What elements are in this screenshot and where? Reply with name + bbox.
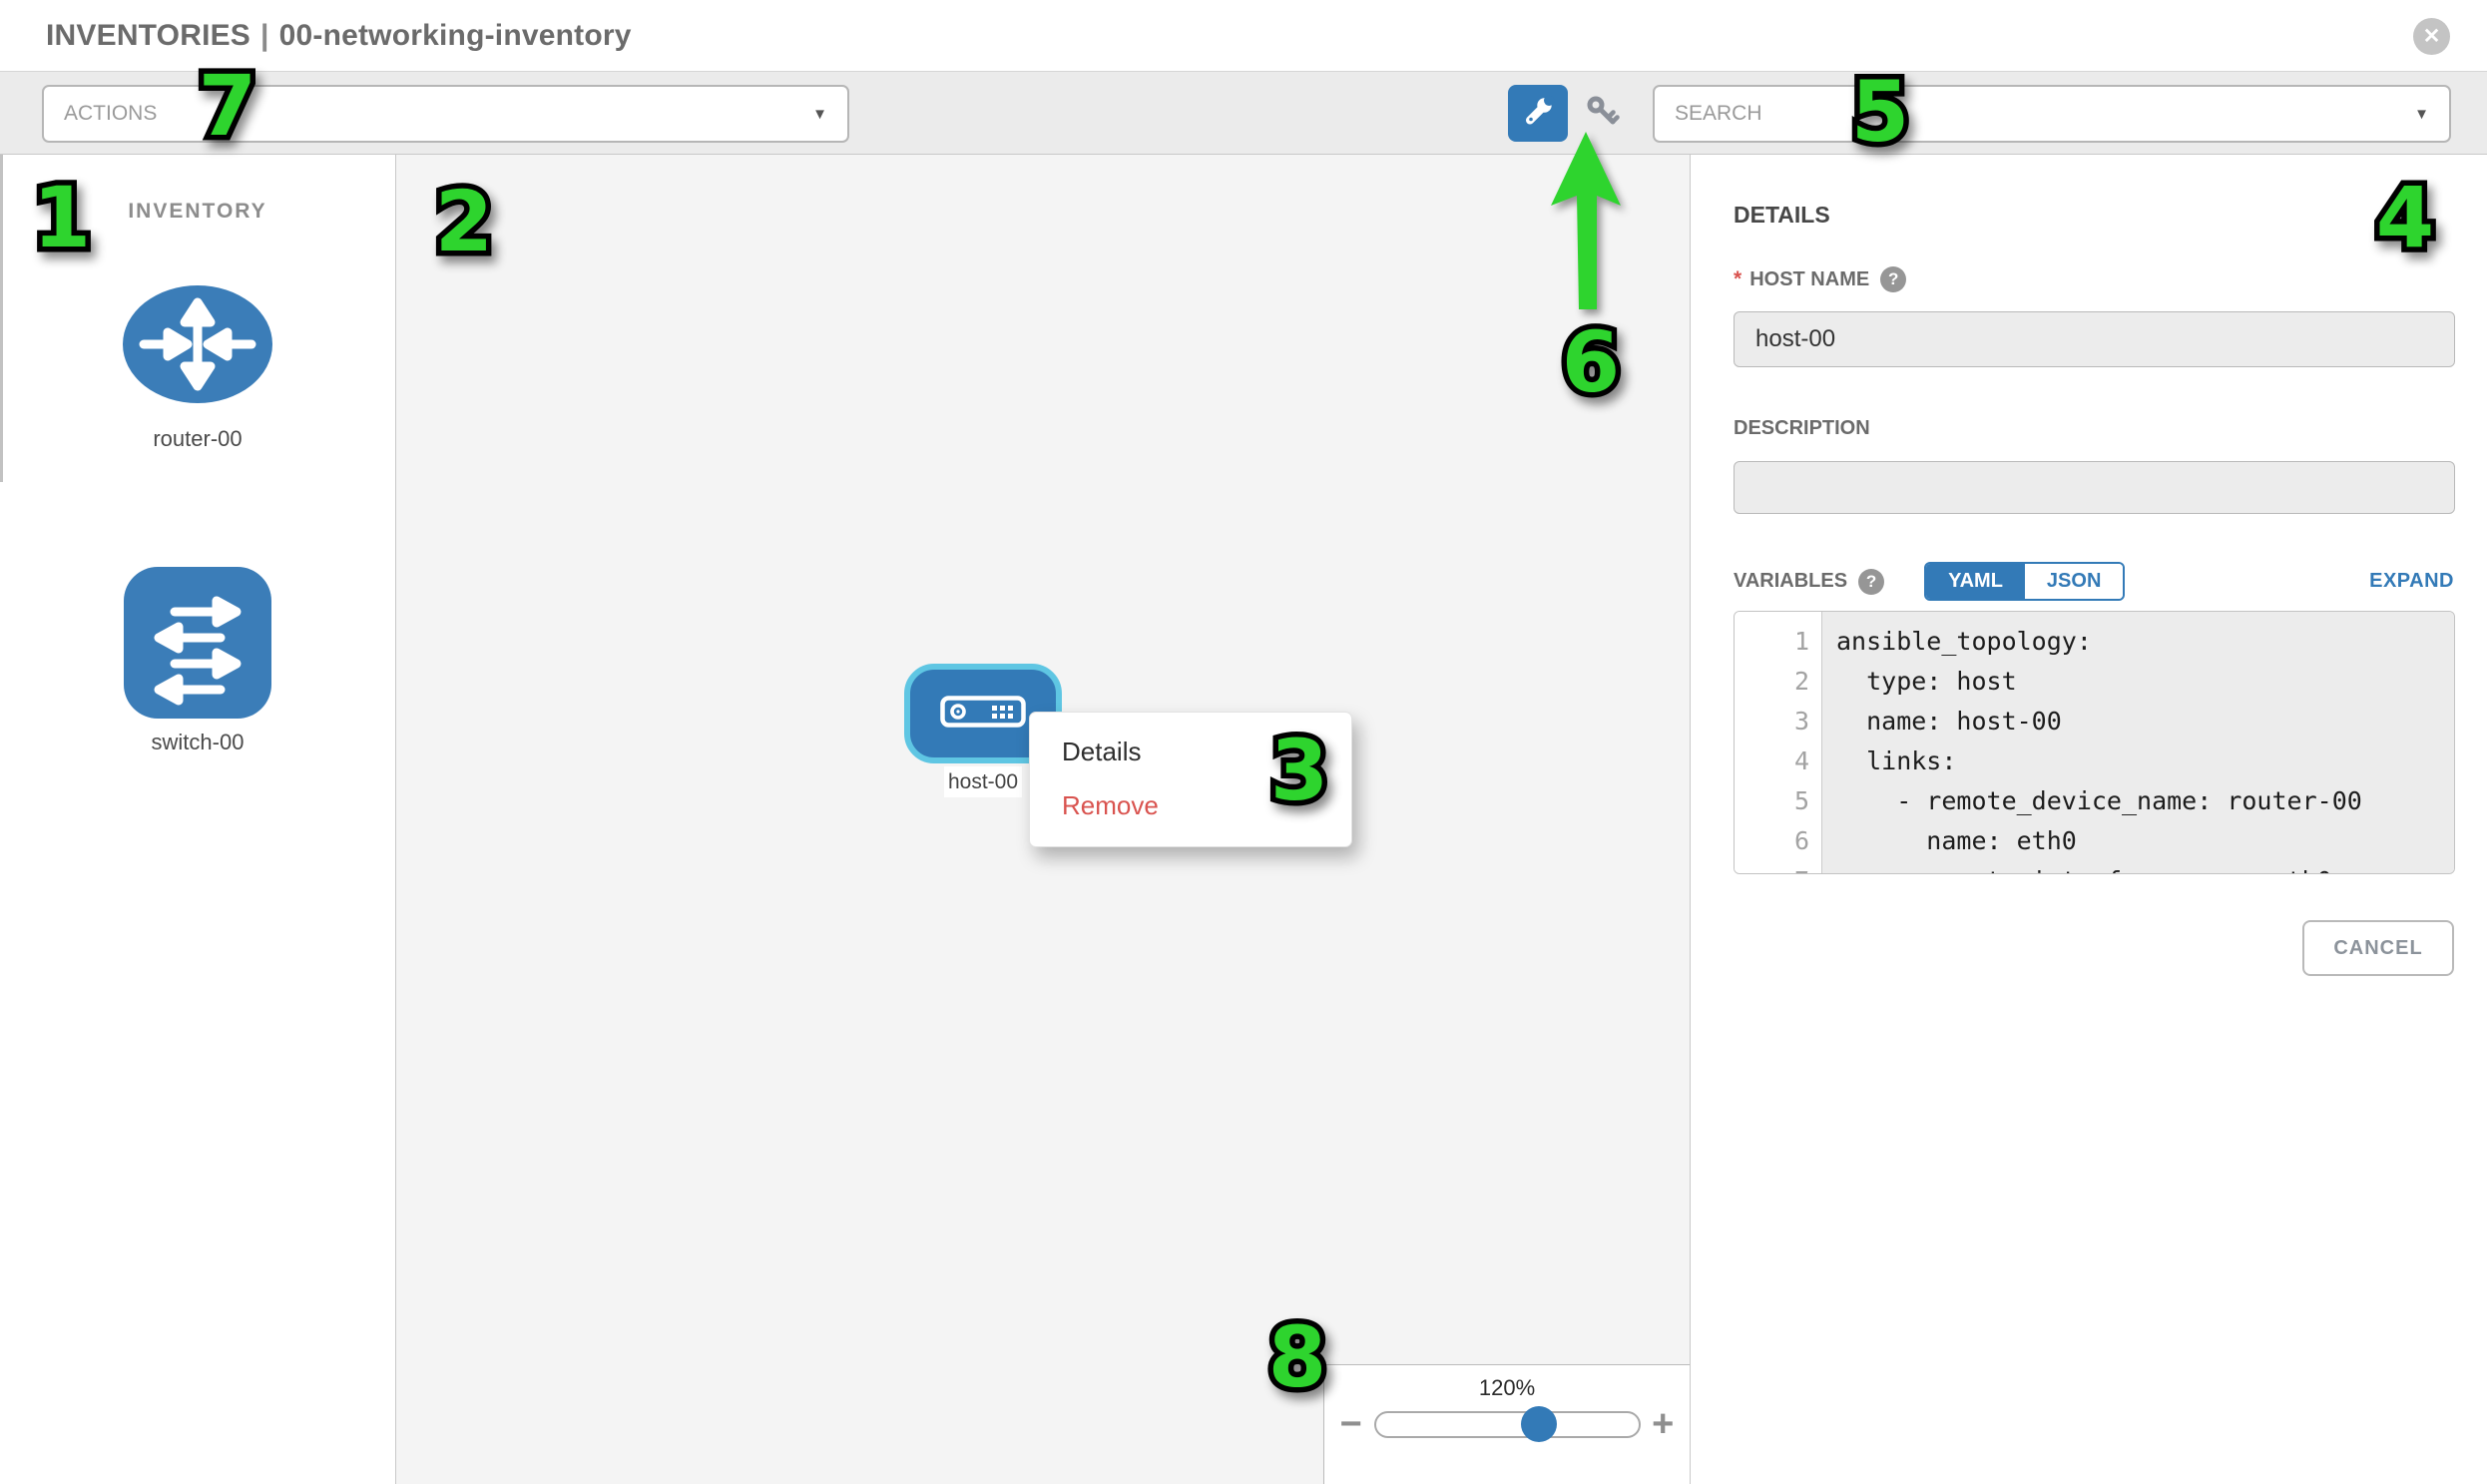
zoom-out-button[interactable]: − [1339,1403,1362,1445]
annotation-2: 2 [429,168,499,276]
host-node-label: host-00 [944,766,1022,797]
search-dropdown[interactable]: SEARCH ▼ [1653,85,2451,143]
toolbar: ACTIONS ▼ [0,71,2487,155]
zoom-slider-thumb[interactable] [1520,1406,1557,1442]
title-separator: | [260,19,269,52]
host-icon [940,695,1026,733]
sidebar-item-switch[interactable] [0,566,395,725]
context-menu-item-remove[interactable]: Remove [1062,790,1159,820]
host-name-label: * HOST NAME ? [1734,266,2454,292]
variables-code-editor[interactable]: 1 2 3 4 5 6 7 ansible_topology: type: ho… [1734,611,2455,874]
sidebar-scrollbar[interactable] [0,155,3,482]
annotation-arrow-icon [1539,130,1639,319]
actions-dropdown[interactable]: ACTIONS ▼ [42,85,849,143]
router-icon [122,284,273,409]
code-content[interactable]: ansible_topology: type: host name: host-… [1822,612,2454,873]
actions-dropdown-placeholder: ACTIONS [64,102,158,125]
annotation-4: 4 [2370,164,2440,272]
help-icon[interactable]: ? [1880,266,1907,292]
breadcrumb-inventories: INVENTORIES [46,19,251,52]
page-title: INVENTORIES | 00-networking-inventory [46,0,632,71]
zoom-in-button[interactable]: + [1652,1403,1675,1445]
description-label: DESCRIPTION [1734,417,1870,439]
annotation-3: 3 [1264,717,1334,825]
inventory-sidebar: INVENTORY router [0,155,396,1484]
toggle-json[interactable]: JSON [2024,564,2124,599]
annotation-1: 1 [27,164,97,272]
switch-icon [123,566,272,725]
page-header: INVENTORIES | 00-networking-inventory ✕ [0,0,2487,71]
code-line-numbers: 1 2 3 4 5 6 7 [1735,612,1822,873]
details-panel: DETAILS * HOST NAME ? DESCRIPTION VARIAB… [1690,155,2487,1484]
help-icon[interactable]: ? [1858,568,1885,595]
zoom-slider[interactable] [1373,1406,1641,1442]
variables-format-toggle: YAML JSON [1924,562,2126,601]
annotation-6: 6 [1556,308,1626,417]
context-menu-item-details[interactable]: Details [1062,737,1142,766]
cancel-button[interactable]: CANCEL [2302,920,2454,976]
caret-down-icon: ▼ [812,105,827,123]
tools-button[interactable] [1508,85,1568,142]
variables-label: VARIABLES ? [1734,568,1885,595]
toggle-yaml[interactable]: YAML [1926,564,2025,599]
inventory-name: 00-networking-inventory [278,19,632,52]
zoom-level-value: 120% [1478,1375,1536,1400]
wrench-icon [1521,94,1555,133]
required-marker: * [1734,267,1742,290]
expand-link[interactable]: EXPAND [2369,570,2454,592]
details-heading: DETAILS [1734,202,1830,228]
search-input-placeholder: SEARCH [1675,102,1762,125]
annotation-8: 8 [1262,1303,1332,1412]
sidebar-item-switch-label: switch-00 [151,730,245,754]
description-input[interactable] [1734,461,2455,514]
close-icon[interactable]: ✕ [2413,18,2450,55]
annotation-7: 7 [193,52,262,161]
host-name-input[interactable] [1734,311,2455,367]
sidebar-heading: INVENTORY [128,200,267,223]
sidebar-item-router[interactable] [0,284,395,409]
variables-row: VARIABLES ? YAML JSON EXPAND [1734,562,2454,601]
node-context-menu: Details Remove [1029,712,1352,847]
key-icon [1584,94,1626,137]
topology-canvas[interactable]: host-00 Details Remove 120% − + [396,155,1690,1484]
annotation-5: 5 [1845,58,1915,167]
zoom-control: 120% − + [1323,1364,1690,1484]
sidebar-item-router-label: router-00 [153,426,243,451]
key-button[interactable] [1583,95,1627,135]
caret-down-icon: ▼ [2414,105,2429,123]
